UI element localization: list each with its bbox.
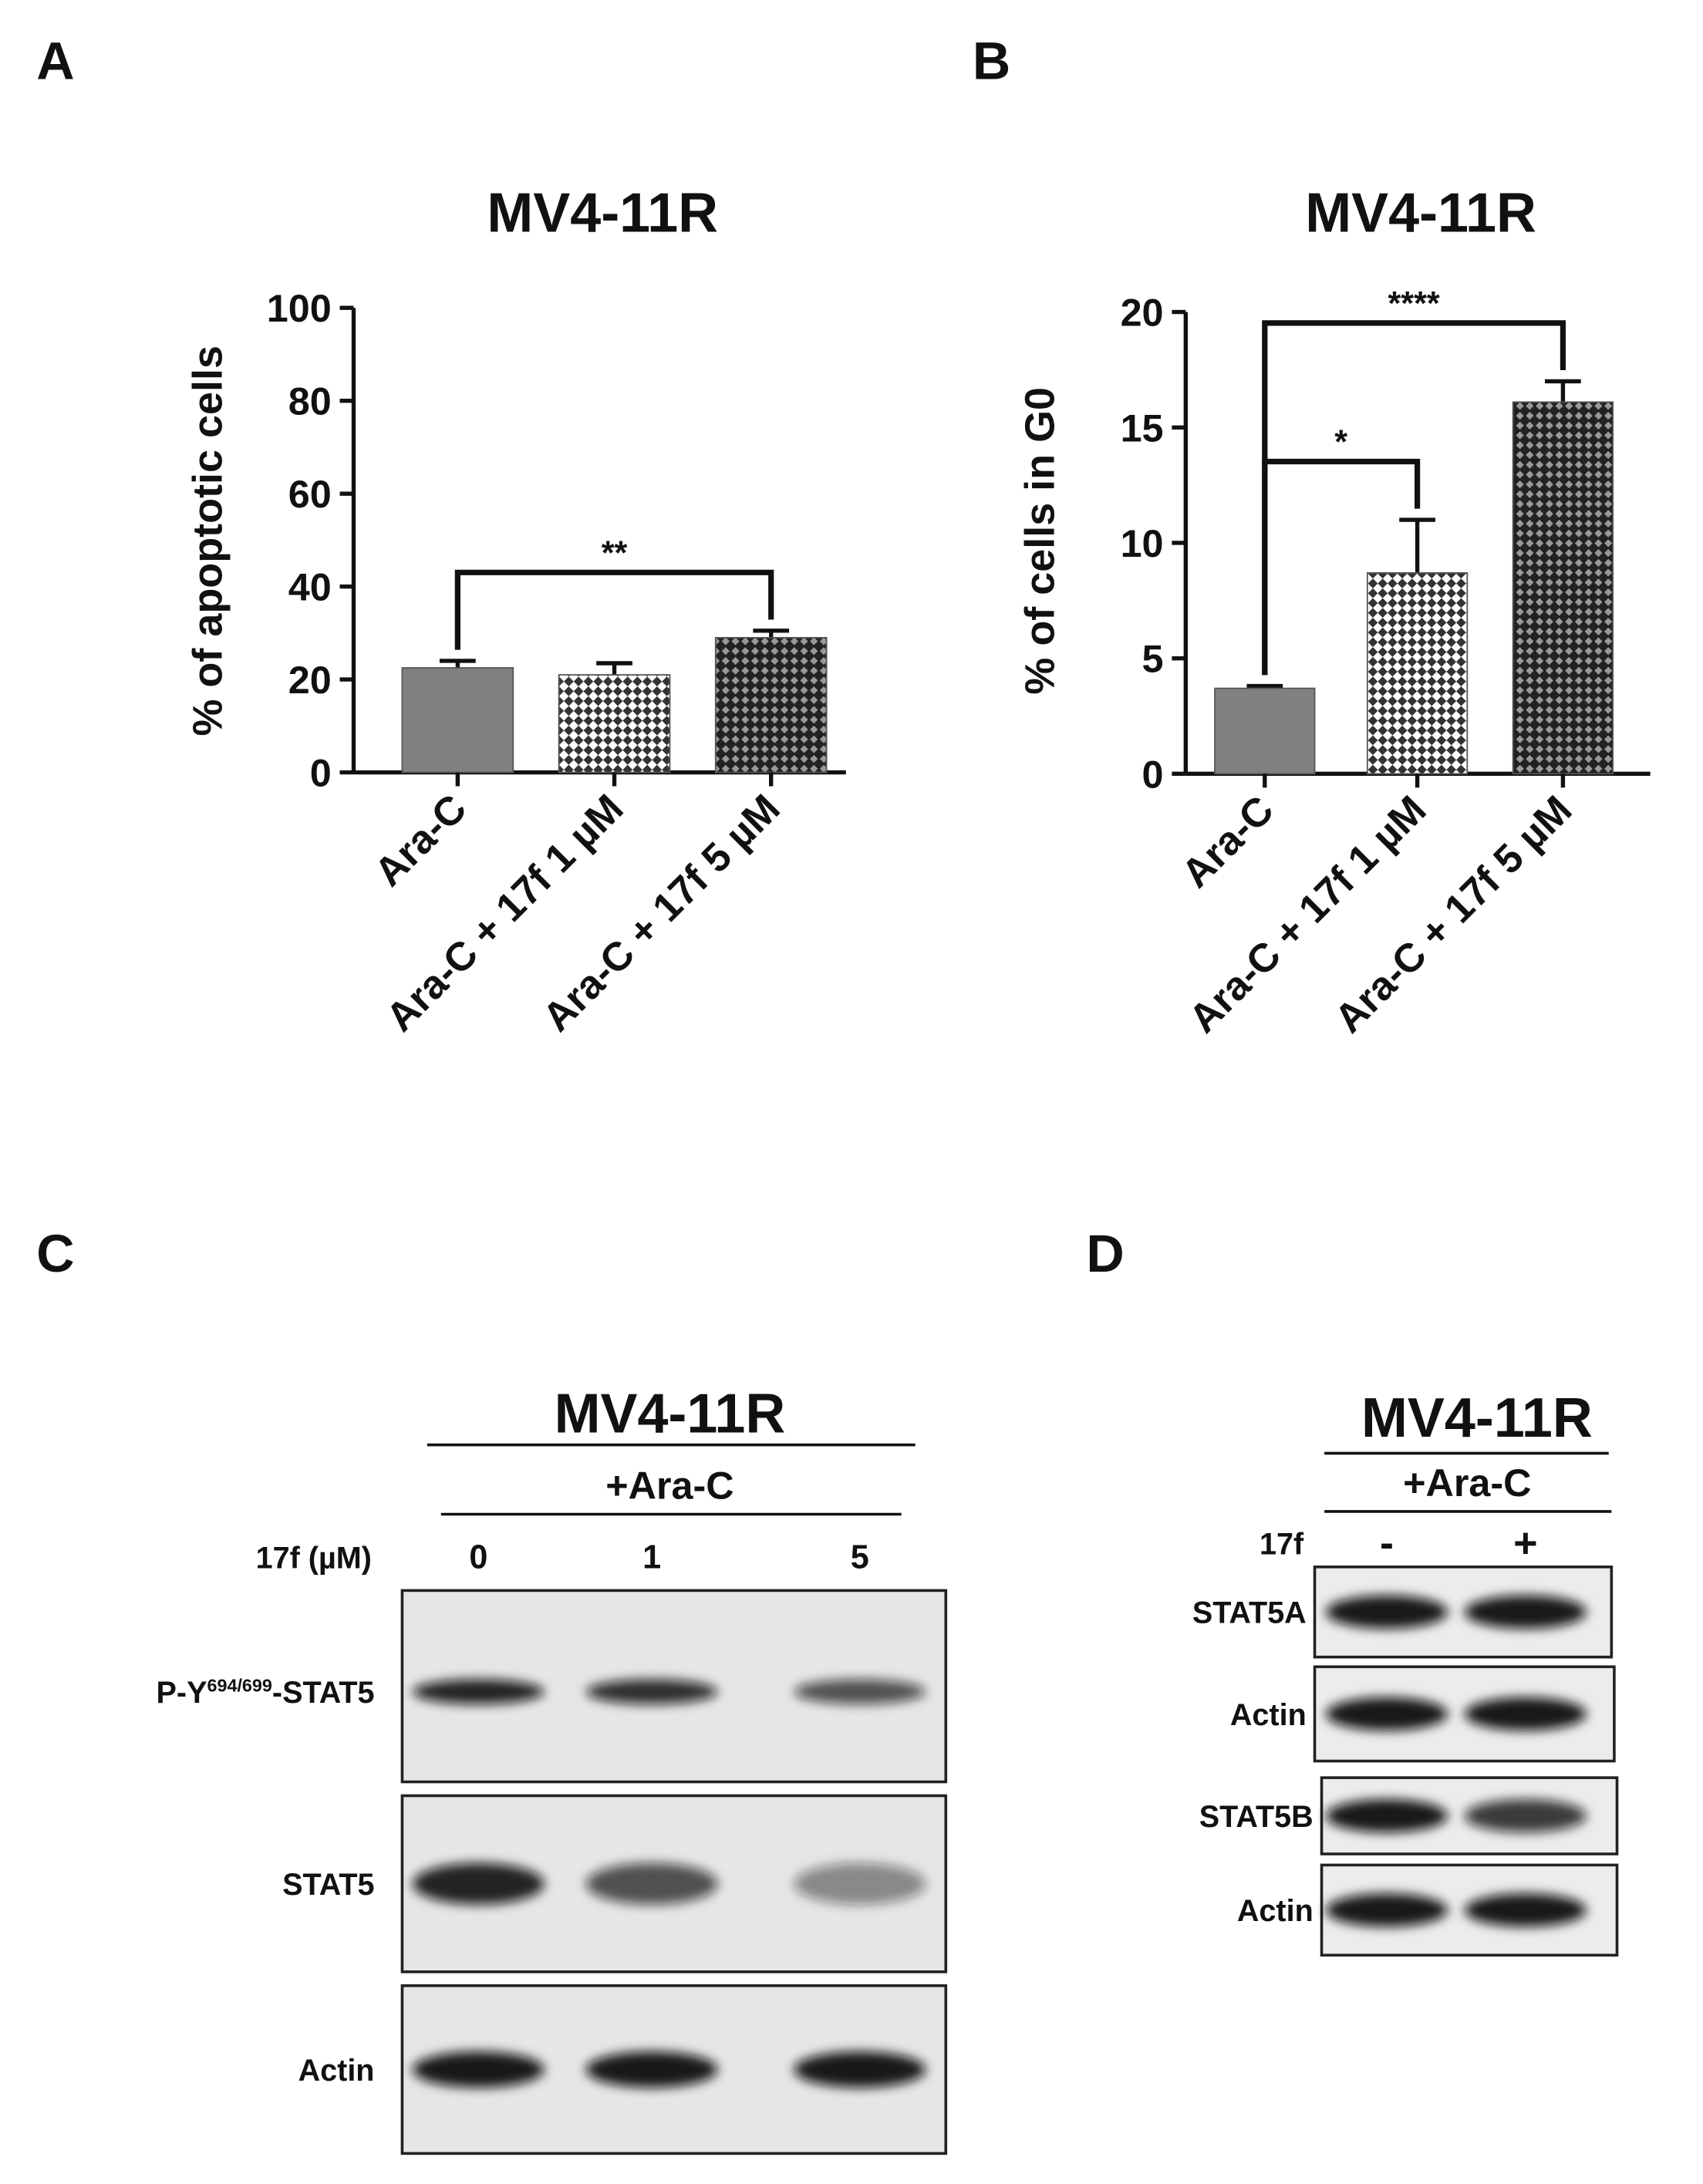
blot-band: [1325, 1799, 1448, 1833]
row-label-part: -STAT5: [272, 1676, 375, 1710]
blot-band: [1464, 1595, 1587, 1629]
blot-band: [412, 1679, 545, 1704]
blot-band: [585, 1679, 718, 1704]
row-label: Actin: [1230, 1698, 1307, 1732]
y-tick-label: 80: [288, 379, 332, 423]
blot-band: [1325, 1595, 1448, 1629]
y-axis-label: % of cells in G0: [1017, 387, 1064, 695]
significance-bracket: [1262, 320, 1566, 676]
y-tick-label: 20: [288, 658, 332, 702]
row-label: STAT5A: [1192, 1596, 1307, 1630]
blot-band: [794, 1862, 926, 1905]
blot-band: [585, 2051, 718, 2088]
significance-label: **: [602, 535, 628, 572]
y-tick-label: 0: [1142, 752, 1164, 796]
blot-band: [1464, 1799, 1587, 1833]
row-label-part: STAT5: [282, 1868, 374, 1902]
bar: [558, 674, 671, 774]
y-tick-label: 15: [1121, 406, 1164, 450]
blot-band: [1325, 1697, 1448, 1731]
y-tick-label: 0: [310, 751, 332, 795]
y-tick-label: 10: [1121, 521, 1164, 565]
blot-band: [794, 2051, 926, 2088]
bar: [714, 636, 828, 774]
y-axis-label: % of apoptotic cells: [185, 345, 231, 736]
bar: [1512, 401, 1614, 775]
chart-title: MV4-11R: [487, 182, 718, 244]
panel-label: C: [36, 1225, 74, 1283]
dose-label: 17f (µM): [256, 1542, 372, 1576]
row-label: STAT5B: [1199, 1800, 1314, 1834]
lane-label: -: [1380, 1520, 1394, 1566]
panel-label: A: [36, 32, 74, 91]
row-label-part: Actin: [298, 2054, 375, 2088]
bar: [1366, 571, 1469, 775]
y-tick-label: 5: [1142, 637, 1164, 681]
y-tick-label: 40: [288, 565, 332, 609]
y-tick-label: 100: [267, 286, 332, 330]
lane-label: 0: [469, 1539, 487, 1576]
significance-label: *: [1334, 424, 1347, 461]
x-tick-label: Ara-C: [1173, 787, 1282, 896]
blot-band: [1325, 1893, 1448, 1927]
lane-label: 1: [642, 1539, 661, 1576]
row-label-part: 694/699: [207, 1676, 271, 1696]
significance-bracket: [454, 569, 774, 650]
blot-title: MV4-11R: [1361, 1387, 1593, 1449]
y-tick-label: 60: [288, 472, 332, 516]
row-label: STAT5: [282, 1868, 374, 1902]
row-label: P-Y694/699-STAT5: [157, 1676, 375, 1710]
blot-band: [412, 2051, 545, 2088]
significance-label: ****: [1388, 285, 1440, 322]
blot-condition: +Ara-C: [605, 1464, 733, 1508]
panel-label: B: [973, 32, 1010, 91]
panel-label: D: [1086, 1225, 1124, 1283]
blot-band: [1464, 1697, 1587, 1731]
blot-condition: +Ara-C: [1403, 1461, 1531, 1505]
bar: [1214, 687, 1316, 775]
row-label: Actin: [298, 2054, 375, 2088]
row-label-part: P-Y: [157, 1676, 207, 1710]
row-label: Actin: [1237, 1894, 1314, 1928]
blot-title: MV4-11R: [555, 1383, 786, 1444]
blot-band: [412, 1862, 545, 1905]
lane-label: +: [1513, 1520, 1538, 1566]
y-tick-label: 20: [1121, 291, 1164, 335]
lane-label: 5: [851, 1539, 869, 1576]
dose-label: 17f: [1260, 1528, 1304, 1562]
blot-band: [585, 1862, 718, 1905]
bar: [401, 667, 514, 774]
chart-title: MV4-11R: [1305, 182, 1536, 244]
blot-band: [1464, 1893, 1587, 1927]
x-tick-label: Ara-C: [366, 786, 475, 895]
blot-band: [794, 1679, 926, 1704]
